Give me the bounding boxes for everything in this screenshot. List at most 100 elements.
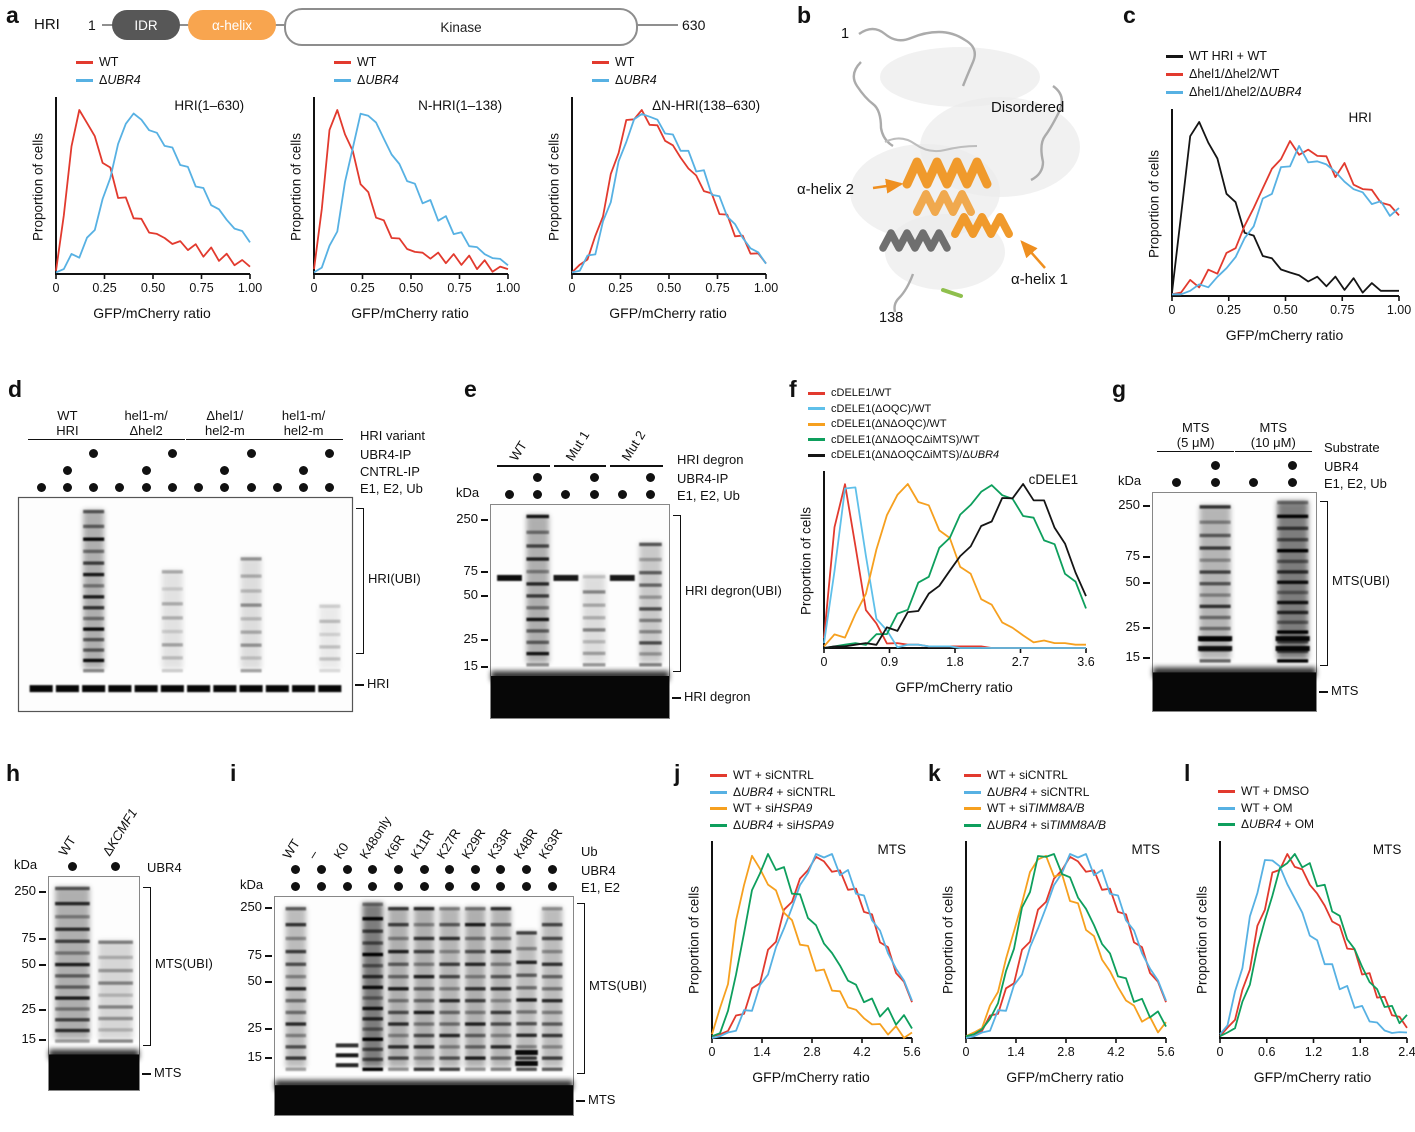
dot-row-label: UBR4-IP [677,471,729,486]
component-dot [393,882,403,891]
component-dot [89,483,99,492]
lane-label: WT [279,836,303,862]
disordered-blob [880,47,1040,107]
ubiquitin-bracket [577,902,585,1074]
dot-row-label: UBR4 [581,863,616,878]
legend-item: WT + OM [1218,801,1415,817]
legend-swatch [1218,806,1235,810]
kda-marker: 15 [21,1031,36,1047]
legend-label: WT [615,55,635,69]
component-dot [496,865,506,874]
x-tick-label: 2.8 [1057,1045,1074,1059]
kda-marker: 50 [463,587,478,603]
x-tick-label: 1.00 [754,281,778,295]
domain-idr-segment: IDR [112,10,180,40]
x-tick-label: 1.8 [946,655,963,669]
legend-label: cDELE1/WT [831,387,892,399]
series-2-curve [823,485,1086,649]
x-tick-label: 0.9 [881,655,898,669]
x-tick-label: 0 [963,1045,970,1059]
kda-tick [481,639,488,642]
series-4-curve [711,853,913,1038]
legend-swatch [710,823,727,827]
component-dot [291,865,301,874]
legend-swatch [592,79,609,82]
panel-j-label: j [674,760,681,786]
dot-row-label: UBR4 [1324,459,1359,474]
panel-e-label: e [464,376,477,402]
x-tick-label: 2.4 [1398,1045,1415,1059]
kda-marker: 250 [456,511,478,527]
alpha-helix-ribbon [913,190,975,216]
component-dot [470,865,480,874]
x-tick-label: 0.50 [657,281,681,295]
component-dot [496,882,506,891]
legend-item: ΔUBR4 [76,72,262,89]
series-2-curve [55,112,251,274]
x-tick-label: 0 [709,1045,716,1059]
ubiquitin-bracket [673,514,681,672]
x-tick-label: 0.50 [141,281,165,295]
kda-tick [481,519,488,522]
component-dot [141,483,151,492]
component-dot [445,865,455,874]
blot-annotation: HRI [367,676,390,692]
x-axis-label: GFP/mCherry ratio [895,678,1013,695]
protein-structure-image: 1 Disordered α-helix 2 α-helix 1 138 [797,26,1080,326]
histogram-mts-sitimm8ab: 0 1.4 2.8 4.2 5.6 MTS [963,841,1175,1059]
x-tick-label: 0 [1169,303,1176,317]
x-axis-label: GFP/mCherry ratio [609,305,727,321]
legend-swatch [334,61,351,64]
panel-f-label: f [789,376,797,402]
gel-image [17,496,354,713]
legend-item: WT HRI + WT [1166,48,1411,65]
component-dot [89,449,99,458]
legend-label: ΔUBR4 + siTIMM8A/B [987,817,1107,832]
blot-annotation: MTS [1331,683,1359,699]
series-3-curve [711,854,913,1039]
series-1-curve [55,109,251,271]
legend-label: Δhel1/Δhel2/ΔUBR4 [1189,85,1302,99]
x-tick-label: 2.7 [1012,655,1029,669]
gray-helix-ribbon [879,229,951,252]
component-dot [220,466,230,475]
component-dot [617,490,627,499]
band-pointer-line [1319,691,1328,694]
component-dot [1288,478,1298,487]
component-dot [246,449,256,458]
component-dot [141,466,151,475]
kda-title: kDa [240,877,264,892]
disordered-chain [884,137,978,153]
legend-label: WT + siCNTRL [987,768,1068,782]
domain-protein-name: HRI [34,16,60,33]
lane-label: WT [55,833,80,859]
series-1-curve [1171,121,1399,294]
lane-label: WT [506,438,530,464]
dot-row-label: E1, E2, Ub [677,488,740,503]
component-dot [419,882,429,891]
legend-item: ΔUBR4 + siHSPA9 [710,818,924,834]
component-dot [115,483,125,492]
component-dot [272,483,282,492]
component-dot [1210,478,1220,487]
legend: WT + siCNTRL ΔUBR4 + siCNTRL WT + siTIMM8A… [964,768,1178,833]
legend-label: ΔUBR4 [615,73,657,87]
panel-b-label: b [797,2,812,28]
lane-group-underline [610,465,663,467]
component-dot [62,466,72,475]
component-dot [299,483,309,492]
component-dot [589,473,599,482]
gel-image [490,504,670,719]
component-dot [646,473,655,482]
x-tick-label: 2.8 [803,1045,820,1059]
x-tick-label: 1.00 [496,281,520,295]
legend-label: cDELE1(ΔNΔOQCΔiMTS)/ΔUBR4 [831,449,1000,461]
legend: cDELE1/WT cDELE1(ΔOQC)/WT cDELE1(ΔNΔOQC)/W… [808,386,1098,463]
component-dot [299,466,309,475]
ubiquitin-bracket [1320,500,1328,666]
legend-item: WT + siCNTRL [710,768,924,784]
x-tick-label: 0.25 [350,281,374,295]
chart-title: cDELE1 [1029,472,1079,487]
series-2-curve [965,853,1167,1039]
chart-title: MTS [878,842,907,857]
